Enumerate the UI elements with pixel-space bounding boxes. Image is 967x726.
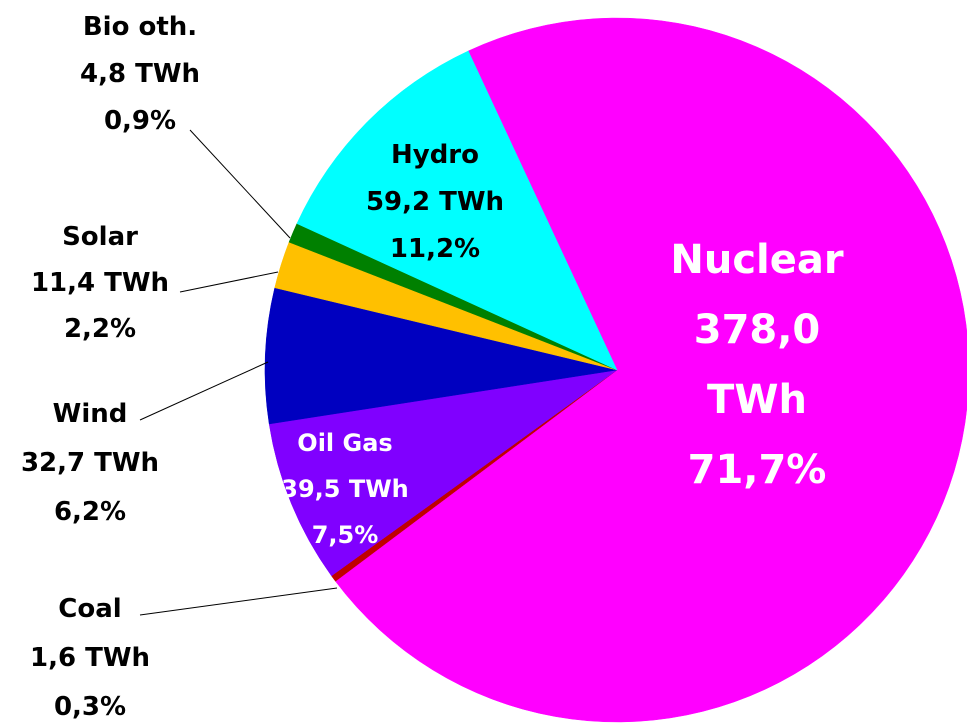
slice-value: 59,2 TWh: [365, 187, 505, 217]
slice-percent: 11,2%: [389, 234, 481, 264]
leader-line: [189, 129, 291, 239]
slice-percent: 7,5%: [311, 521, 379, 549]
pie-slice: [268, 369, 618, 577]
slice-name: Hydro: [390, 140, 479, 170]
leader-line: [139, 587, 338, 616]
slice-name: Bio oth.: [82, 12, 198, 42]
slice-value: 39,5 TWh: [281, 475, 409, 503]
slice-percent: 0,9%: [103, 106, 177, 136]
slice-label: Nuclear 378,0 TWh 71,7%: [667, 225, 847, 505]
slice-value: 378,0 TWh: [693, 307, 821, 423]
slice-label: Oil Gas 39,5 TWh 7,5%: [281, 420, 409, 558]
slice-name: Oil Gas: [297, 429, 393, 457]
leader-line: [179, 271, 279, 293]
pie-slice: [296, 50, 618, 371]
pie-slice: [264, 287, 618, 425]
slice-label: Coal 1,6 TWh 0,3%: [30, 585, 150, 726]
slice-value: 4,8 TWh: [79, 59, 201, 89]
slice-name: Nuclear: [670, 237, 844, 283]
slice-label: Solar 11,4 TWh 2,2%: [31, 214, 169, 352]
slice-label: Hydro 59,2 TWh 11,2%: [366, 132, 504, 273]
slice-name: Wind: [52, 399, 128, 429]
slice-label: Bio oth. 4,8 TWh 0,9%: [80, 4, 200, 145]
pie-slice: [335, 17, 967, 723]
slice-percent: 0,3%: [53, 692, 127, 722]
slice-value: 32,7 TWh: [20, 448, 160, 478]
leader-line: [139, 361, 269, 421]
slice-percent: 71,7%: [687, 447, 827, 493]
slice-name: Solar: [62, 222, 138, 252]
slice-label: Wind 32,7 TWh 6,2%: [21, 390, 159, 537]
slice-value: 11,4 TWh: [30, 268, 170, 298]
slice-percent: 6,2%: [53, 497, 127, 527]
slice-name: Coal: [58, 594, 122, 624]
slice-percent: 2,2%: [63, 314, 137, 344]
slice-value: 1,6 TWh: [29, 643, 151, 673]
